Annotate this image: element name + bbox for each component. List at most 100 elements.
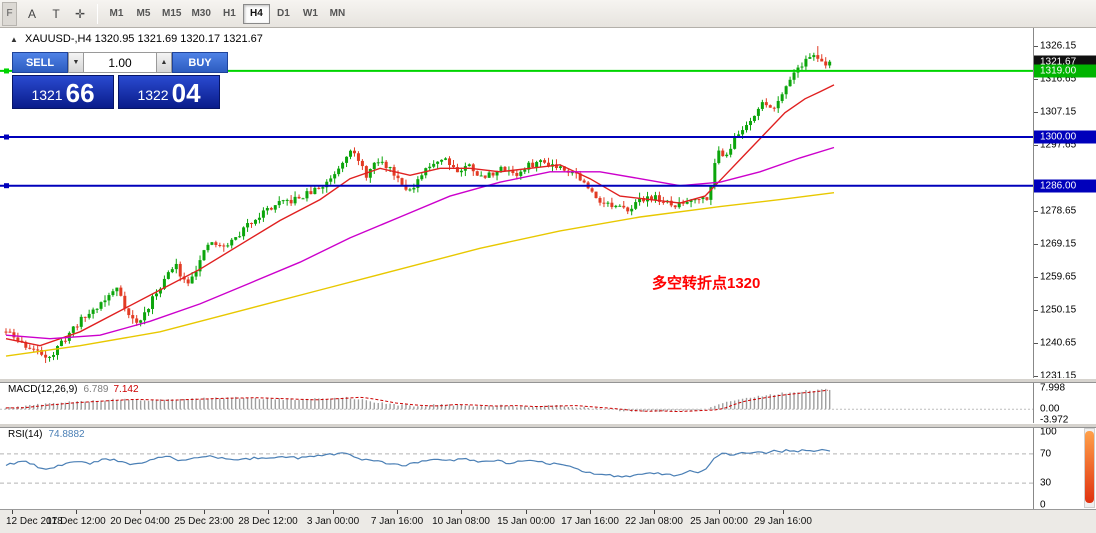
slow-ma [5,192,835,357]
price-tick: 1326.15 [1040,40,1077,52]
timeframe-H1[interactable]: H1 [223,8,236,19]
price-tick-mark [1034,211,1038,213]
hline-handle[interactable] [4,68,9,74]
price-tick: 1231.15 [1040,370,1077,382]
toolbar-separator [97,3,98,24]
time-tick-mark [719,510,720,514]
time-tick-mark [654,510,655,514]
rsi-axis-label: 70 [1040,448,1052,460]
price-tick: 1240.65 [1040,337,1077,349]
time-tick-mark [204,510,205,514]
toolbar: F A T ✛ M1 M5 M15 M30 H1 H4 D1 W1 MN [0,0,1096,28]
volume-up-button[interactable]: ▲ [156,52,172,73]
text-tool-icon[interactable]: T [52,6,60,21]
buy-button[interactable]: BUY [172,52,228,73]
corner-tab: F [2,1,17,26]
ask-pips: 04 [171,78,201,108]
time-label: 20 Dec 04:00 [110,516,170,527]
cursor-tool-icon[interactable]: A [27,6,36,21]
macd-main-value: 6.789 [83,384,109,395]
candlesticks [4,46,832,364]
macd-axis-label: 7.998 [1040,382,1066,394]
macd-axis-label: 0.00 [1040,403,1060,415]
price-tick-mark [1034,376,1038,378]
fast-ma [5,84,835,347]
time-label: 17 Jan 16:00 [561,516,619,527]
sell-button[interactable]: SELL [12,52,68,73]
bid-pips: 66 [65,78,95,108]
price-badge-1300.00[interactable]: 1300.00 [1034,130,1096,144]
time-tick-mark [268,510,269,514]
price-tick-mark [1034,310,1038,312]
time-label: 3 Jan 00:00 [306,516,360,527]
volume-input[interactable] [84,52,156,73]
macd-axis-label: -3.972 [1040,414,1069,426]
tool-buttons: A T ✛ [20,3,92,25]
macd-histogram [5,388,831,413]
one-click-trading-row: SELL ▼ ▲ BUY [12,52,228,73]
price-tick: 1307.15 [1040,106,1077,118]
hline-handle[interactable] [4,183,9,189]
macd-label: MACD(12,26,9) 6.789 7.142 [8,384,139,395]
ask-price-panel[interactable]: 1322 04 [118,75,220,109]
scrollbar-thumb[interactable] [1085,431,1094,503]
rsi-label: RSI(14) 74.8882 [8,429,85,440]
timeframe-H4[interactable]: H4 [242,3,270,24]
bid-main: 1321 [31,86,63,103]
timeframe-D1[interactable]: D1 [277,8,290,19]
macd-signal-value: 7.142 [113,384,139,395]
price-tick: 1250.15 [1040,304,1077,316]
price-tick: 1278.65 [1040,205,1077,217]
price-tick: 1297.65 [1040,139,1077,151]
time-label: 28 Dec 12:00 [238,516,298,527]
pane-divider-main-macd[interactable] [0,378,1096,383]
time-label: 25 Jan 00:00 [690,516,748,527]
rsi-name: RSI(14) [8,429,43,440]
rsi-axis-label: 100 [1040,426,1057,438]
pane-divider-macd-rsi[interactable] [0,423,1096,428]
macd-name: MACD(12,26,9) [8,384,78,395]
timeframe-M30[interactable]: M30 [191,8,211,19]
time-tick-mark [12,510,13,514]
time-label: 10 Jan 08:00 [432,516,490,527]
time-label: 17 Dec 12:00 [46,516,106,527]
price-badge-1286.00[interactable]: 1286.00 [1034,179,1096,193]
timeframe-M5[interactable]: M5 [136,8,151,19]
rsi-line [5,448,831,478]
timeframe-buttons: M1 M5 M15 M30 H1 H4 D1 W1 MN [103,3,351,24]
chart-annotation-text[interactable]: 多空转折点1320 [652,275,761,292]
bid-price-panel[interactable]: 1321 66 [12,75,114,109]
time-label: 7 Jan 16:00 [370,516,424,527]
hline-handle[interactable] [4,134,9,140]
timeframe-MN[interactable]: MN [329,8,346,19]
price-tick-mark [1034,343,1038,345]
ask-main: 1322 [137,86,169,103]
volume-down-button[interactable]: ▼ [68,52,84,73]
price-tick: 1259.65 [1040,271,1077,283]
price-tick-mark [1034,79,1038,81]
time-tick-mark [76,510,77,514]
price-tick: 1269.15 [1040,238,1077,250]
crosshair-tool-icon[interactable]: ✛ [74,6,86,21]
time-tick-mark [783,510,784,514]
time-label: 12 Dec 2018 [6,516,63,527]
timeframe-W1[interactable]: W1 [302,8,318,19]
price-tick: 1316.65 [1040,73,1077,85]
time-tick-mark [397,510,398,514]
time-tick-mark [140,510,141,514]
time-label: 25 Dec 23:00 [174,516,234,527]
collapse-one-click-icon[interactable]: ▲ [10,35,18,44]
price-tick-mark [1034,112,1038,114]
rsi-axis-label: 30 [1040,477,1052,489]
time-tick-mark [333,510,334,514]
time-label: 22 Jan 08:00 [625,516,683,527]
timeframe-M15[interactable]: M15 [162,8,182,19]
time-label: 15 Jan 00:00 [497,516,555,527]
timeframe-M1[interactable]: M1 [109,8,124,19]
rsi-axis-label: 0 [1040,499,1046,511]
ohlc-text: XAUUSD-,H4 1320.95 1321.69 1320.17 1321.… [24,33,263,45]
macd-signal-line [6,389,829,413]
price-badge-1319.00[interactable]: 1319.00 [1034,64,1096,78]
rsi-value: 74.8882 [48,429,85,440]
